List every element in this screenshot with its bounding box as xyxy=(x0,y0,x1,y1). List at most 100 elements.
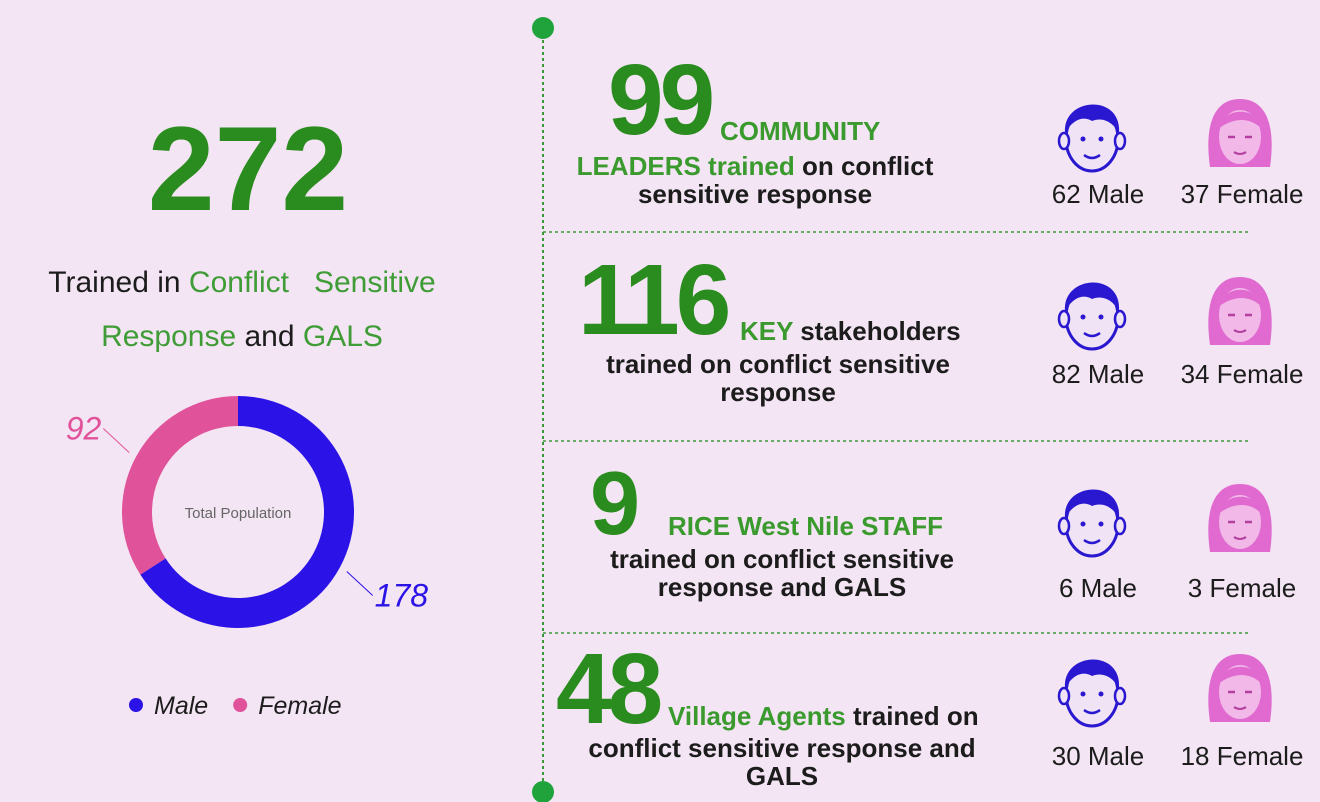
divider-dot xyxy=(532,17,554,39)
text-segment: KEY xyxy=(740,316,793,346)
legend-label: Female xyxy=(258,692,341,720)
text-line: response xyxy=(720,377,836,407)
text-line: sensitive response xyxy=(638,179,872,209)
eye xyxy=(1098,314,1104,320)
female-icon xyxy=(1208,484,1272,552)
text-segment: trained on conflict sensitive xyxy=(610,544,954,574)
text-line: LEADERS trained on conflict xyxy=(577,151,934,181)
ear xyxy=(1057,131,1071,151)
stat-number: 48 xyxy=(556,633,661,745)
leader-line xyxy=(102,428,130,453)
text-segment: trained on xyxy=(846,701,979,731)
hair xyxy=(1064,659,1120,688)
divider-dot xyxy=(532,781,554,802)
donut-center-label: Total Population xyxy=(185,505,292,522)
text-line: GALS xyxy=(746,761,818,791)
fringe xyxy=(1218,666,1262,684)
mouth xyxy=(1083,708,1101,715)
ear xyxy=(1057,309,1071,329)
legend-label: Male xyxy=(154,692,208,720)
leader-line xyxy=(346,571,374,596)
mouth xyxy=(1083,153,1101,160)
female-icon xyxy=(1208,99,1272,167)
text-line: COMMUNITY xyxy=(720,116,880,146)
stat-number: 99 xyxy=(608,44,712,156)
text-segment: GALS xyxy=(746,761,818,791)
male-icon xyxy=(1057,489,1127,558)
hair xyxy=(1064,489,1120,518)
face xyxy=(1219,110,1261,164)
text-line: Village Agents trained on xyxy=(668,701,979,731)
ear xyxy=(1113,131,1127,151)
text-line: Response and GALS xyxy=(101,320,383,353)
text-segment: trained on conflict sensitive xyxy=(606,349,950,379)
eye xyxy=(1098,136,1104,142)
female-count: 37 Female xyxy=(1181,179,1304,209)
face xyxy=(1219,288,1261,342)
mouth xyxy=(1233,151,1247,155)
female-count: 34 Female xyxy=(1181,359,1304,389)
text-segment: Village Agents xyxy=(668,701,846,731)
eye xyxy=(1080,691,1086,697)
donut-segment xyxy=(122,396,238,575)
eye xyxy=(1080,314,1086,320)
male-count: 6 Male xyxy=(1059,573,1137,603)
eye xyxy=(1098,691,1104,697)
ear xyxy=(1113,516,1127,536)
ear xyxy=(1057,686,1071,706)
text-segment: GALS xyxy=(303,320,383,353)
mouth xyxy=(1233,536,1247,540)
text-segment: stakeholders xyxy=(793,316,961,346)
legend-swatch xyxy=(233,698,248,712)
eye xyxy=(1080,136,1086,142)
ear xyxy=(1113,686,1127,706)
text-segment: and xyxy=(236,320,303,353)
mouth xyxy=(1233,329,1247,333)
fringe xyxy=(1218,111,1262,129)
female-icon xyxy=(1208,654,1272,722)
hair xyxy=(1064,104,1120,133)
text-segment: Conflict Sensitive xyxy=(189,266,436,299)
male-icon xyxy=(1057,659,1127,728)
male-icon xyxy=(1057,104,1127,173)
face xyxy=(1219,665,1261,719)
stat-number: 9 xyxy=(590,454,637,554)
male-count: 62 Male xyxy=(1052,179,1145,209)
face xyxy=(1219,495,1261,549)
stat-number: 116 xyxy=(578,244,728,356)
mouth xyxy=(1083,538,1101,545)
text-segment: RICE West Nile STAFF xyxy=(668,511,943,541)
text-segment: Trained in xyxy=(48,266,189,299)
female-count: 3 Female xyxy=(1188,573,1296,603)
mouth xyxy=(1233,706,1247,710)
text-segment: sensitive response xyxy=(638,179,872,209)
text-line: conflict sensitive response and xyxy=(588,733,975,763)
male-count: 82 Male xyxy=(1052,359,1145,389)
text-line: trained on conflict sensitive xyxy=(606,349,950,379)
mouth xyxy=(1083,331,1101,338)
text-line: KEY stakeholders xyxy=(740,316,961,346)
text-segment: on conflict xyxy=(795,151,934,181)
text-segment: Response xyxy=(101,320,236,353)
text-line: trained on conflict sensitive xyxy=(610,544,954,574)
fringe xyxy=(1218,496,1262,514)
data-label: 92 xyxy=(66,411,102,447)
text-segment: conflict sensitive response and xyxy=(588,733,975,763)
male-count: 30 Male xyxy=(1052,741,1145,771)
hair xyxy=(1064,282,1120,311)
text-line: RICE West Nile STAFF xyxy=(668,511,943,541)
text-segment: COMMUNITY xyxy=(720,116,880,146)
female-icon xyxy=(1208,277,1272,345)
eye xyxy=(1098,521,1104,527)
fringe xyxy=(1218,289,1262,307)
eye xyxy=(1080,521,1086,527)
ear xyxy=(1113,309,1127,329)
male-icon xyxy=(1057,282,1127,351)
text-line: response and GALS xyxy=(658,572,907,602)
text-segment: LEADERS trained xyxy=(577,151,795,181)
text-segment: response and GALS xyxy=(658,572,907,602)
total-number: 272 xyxy=(148,102,348,236)
text-line: Trained in Conflict Sensitive xyxy=(48,266,435,299)
ear xyxy=(1057,516,1071,536)
